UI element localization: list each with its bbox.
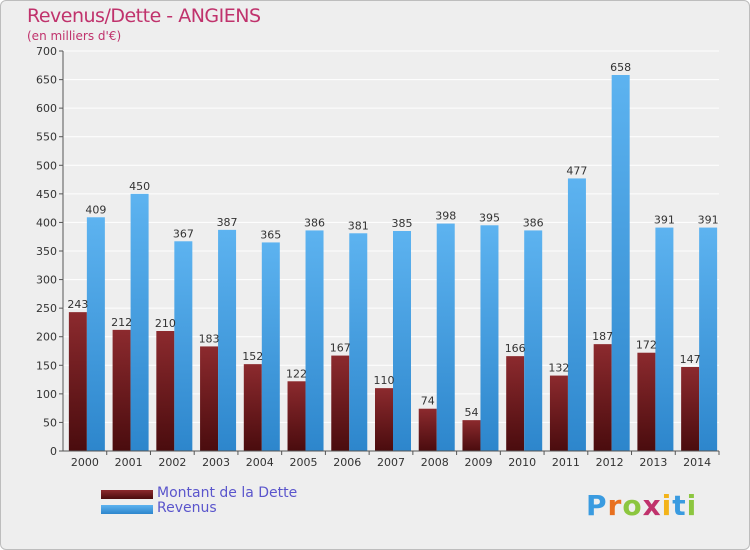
data-label-dette: 187 bbox=[592, 330, 613, 343]
bar-revenus bbox=[218, 229, 237, 451]
legend-swatch-dette bbox=[101, 490, 153, 499]
y-tick-label: 400 bbox=[36, 216, 57, 229]
x-tick-label: 2009 bbox=[464, 456, 492, 469]
data-label-revenus: 391 bbox=[654, 214, 675, 227]
data-label-revenus: 395 bbox=[479, 211, 500, 224]
bar-revenus bbox=[567, 178, 586, 451]
data-label-dette: 210 bbox=[155, 317, 176, 330]
y-tick-label: 50 bbox=[43, 416, 57, 429]
data-label-revenus: 367 bbox=[173, 227, 194, 240]
x-tick-label: 2004 bbox=[246, 456, 274, 469]
y-tick-label: 0 bbox=[50, 445, 57, 458]
x-tick-label: 2013 bbox=[639, 456, 667, 469]
data-label-dette: 132 bbox=[548, 362, 569, 375]
data-label-revenus: 450 bbox=[129, 180, 150, 193]
legend-label-dette: Montant de la Dette bbox=[157, 485, 298, 501]
data-label-revenus: 398 bbox=[435, 210, 456, 223]
bar-dette bbox=[418, 408, 437, 451]
data-label-dette: 243 bbox=[67, 298, 88, 311]
x-tick-label: 2005 bbox=[290, 456, 318, 469]
bar-revenus bbox=[174, 241, 193, 451]
y-tick-label: 250 bbox=[36, 302, 57, 315]
bar-dette bbox=[331, 355, 350, 451]
y-tick-label: 450 bbox=[36, 188, 57, 201]
y-tick-label: 500 bbox=[36, 159, 57, 172]
data-label-revenus: 477 bbox=[566, 164, 587, 177]
data-label-dette: 172 bbox=[636, 339, 657, 352]
y-tick-label: 350 bbox=[36, 245, 57, 258]
data-label-revenus: 391 bbox=[698, 214, 719, 227]
data-label-dette: 147 bbox=[680, 353, 701, 366]
data-label-dette: 212 bbox=[111, 316, 132, 329]
bar-revenus bbox=[130, 193, 149, 451]
bar-dette bbox=[549, 375, 568, 451]
bar-revenus bbox=[524, 230, 543, 451]
bar-dette bbox=[287, 381, 306, 451]
bar-revenus bbox=[305, 230, 324, 451]
data-label-dette: 166 bbox=[505, 342, 526, 355]
data-label-revenus: 409 bbox=[85, 203, 106, 216]
bar-dette bbox=[375, 388, 393, 451]
data-label-revenus: 387 bbox=[217, 216, 238, 229]
data-label-dette: 183 bbox=[199, 332, 220, 345]
x-tick-label: 2002 bbox=[158, 456, 186, 469]
bar-dette bbox=[243, 364, 262, 451]
bar-dette bbox=[68, 312, 87, 451]
bar-revenus bbox=[699, 227, 718, 451]
x-tick-label: 2011 bbox=[552, 456, 580, 469]
y-tick-label: 200 bbox=[36, 331, 57, 344]
data-label-dette: 74 bbox=[421, 395, 435, 408]
bar-revenus bbox=[611, 75, 630, 451]
data-label-revenus: 386 bbox=[304, 216, 325, 229]
data-label-dette: 152 bbox=[242, 350, 263, 363]
chart-title: Revenus/Dette - ANGIENS bbox=[27, 5, 261, 27]
bar-dette bbox=[112, 329, 131, 451]
x-tick-label: 2003 bbox=[202, 456, 230, 469]
y-tick-label: 300 bbox=[36, 274, 57, 287]
bar-dette bbox=[462, 420, 481, 451]
bar-dette bbox=[681, 367, 700, 451]
bar-dette bbox=[156, 331, 175, 451]
x-tick-label: 2007 bbox=[377, 456, 405, 469]
bar-revenus bbox=[480, 225, 499, 451]
data-label-revenus: 385 bbox=[392, 217, 413, 230]
bar-revenus bbox=[86, 217, 105, 451]
bar-dette bbox=[506, 356, 525, 451]
bar-dette bbox=[200, 346, 219, 451]
proxiti-logo: Proxiti bbox=[586, 489, 698, 522]
chart-subtitle: (en milliers d'€) bbox=[27, 29, 122, 43]
data-label-revenus: 658 bbox=[610, 61, 631, 74]
y-tick-label: 550 bbox=[36, 131, 57, 144]
data-label-revenus: 381 bbox=[348, 219, 369, 232]
bar-revenus bbox=[436, 223, 455, 451]
x-tick-label: 2012 bbox=[596, 456, 624, 469]
y-tick-label: 150 bbox=[36, 359, 57, 372]
bar-dette bbox=[637, 352, 656, 451]
legend-label-revenus: Revenus bbox=[157, 500, 217, 516]
x-tick-label: 2008 bbox=[421, 456, 449, 469]
bar-revenus bbox=[655, 227, 674, 451]
data-label-dette: 110 bbox=[374, 374, 395, 387]
y-tick-label: 700 bbox=[36, 45, 57, 58]
data-label-dette: 122 bbox=[286, 367, 307, 380]
x-tick-label: 2014 bbox=[683, 456, 711, 469]
x-tick-label: 2001 bbox=[115, 456, 143, 469]
x-tick-label: 2006 bbox=[333, 456, 361, 469]
y-tick-label: 650 bbox=[36, 74, 57, 87]
x-tick-label: 2010 bbox=[508, 456, 536, 469]
bar-dette bbox=[593, 344, 612, 451]
data-label-dette: 54 bbox=[464, 406, 478, 419]
data-label-revenus: 386 bbox=[523, 216, 544, 229]
legend-swatch-revenus bbox=[101, 505, 153, 514]
x-tick-label: 2000 bbox=[71, 456, 99, 469]
y-tick-label: 100 bbox=[36, 388, 57, 401]
data-label-dette: 167 bbox=[330, 342, 351, 355]
data-label-revenus: 365 bbox=[260, 228, 281, 241]
bar-revenus bbox=[393, 231, 411, 451]
bar-revenus bbox=[349, 233, 368, 451]
y-tick-label: 600 bbox=[36, 102, 57, 115]
bar-revenus bbox=[261, 242, 280, 451]
